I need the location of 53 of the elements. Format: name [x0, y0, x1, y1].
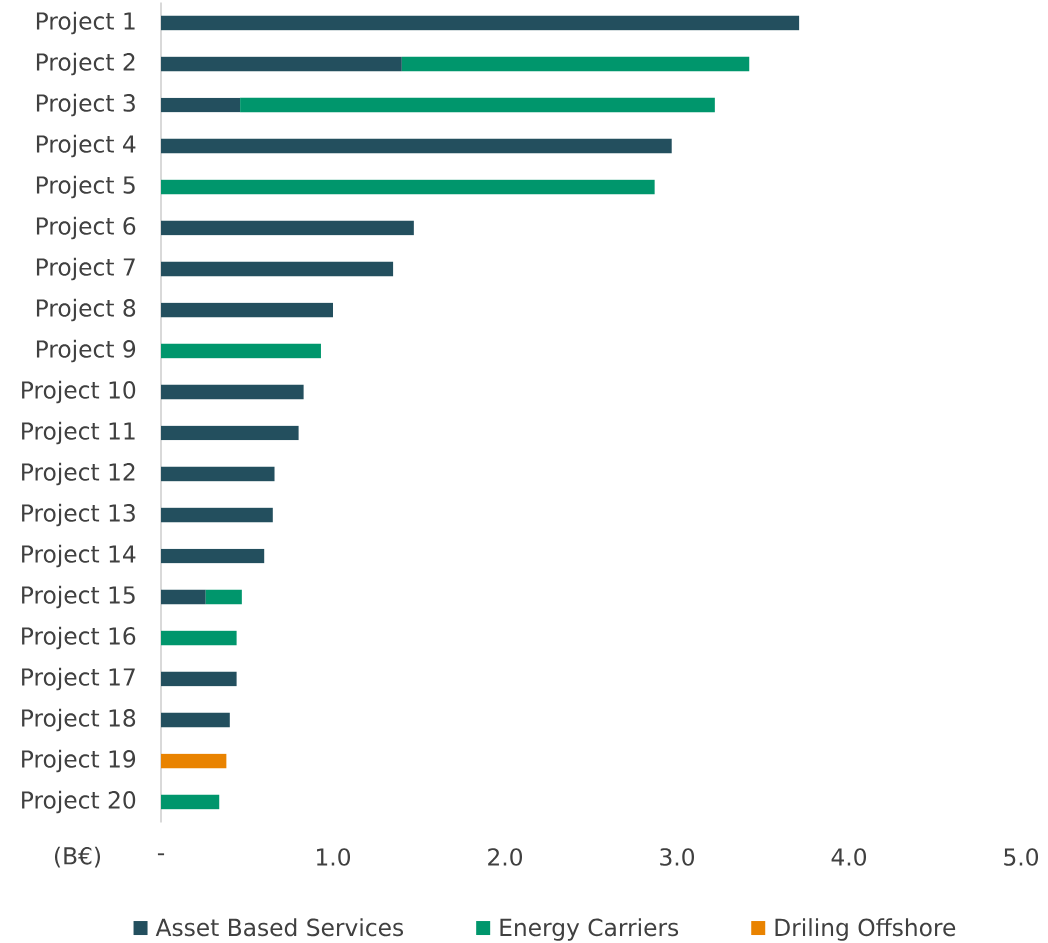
bar [161, 753, 227, 769]
bar [161, 261, 394, 277]
x-tick-label: 5.0 [1004, 848, 1039, 866]
bar [161, 548, 265, 564]
y-tick-label: Project 9 [36, 339, 136, 363]
y-tick-label: Project 8 [36, 298, 136, 322]
x-tick-label: 1.0 [317, 848, 351, 866]
legend-label: Asset Based Services [155, 918, 404, 937]
bar [240, 97, 715, 113]
y-tick-label: Project 11 [22, 421, 135, 445]
bar [161, 56, 402, 72]
bar [161, 671, 237, 687]
x-tick-label: - [157, 853, 165, 856]
bar [161, 794, 220, 810]
y-tick-label: Project 3 [36, 93, 135, 117]
y-tick-label: Project 6 [36, 216, 136, 240]
y-tick-label: Project 16 [22, 626, 136, 650]
bar [161, 466, 275, 482]
y-tick-label: Project 7 [36, 257, 135, 281]
bar [161, 630, 237, 646]
y-tick-label: Project 18 [22, 708, 136, 732]
bar [161, 507, 273, 523]
y-tick-label: Project 14 [22, 544, 136, 568]
bar [161, 97, 241, 113]
bar [161, 589, 206, 605]
y-tick-label: Project 13 [22, 503, 135, 527]
bar [205, 589, 242, 605]
bar [161, 343, 321, 359]
y-tick-label: Project 5 [36, 175, 135, 199]
legend-label: Driling Offshore [775, 918, 956, 941]
x-axis-title: (B€) [54, 846, 100, 868]
bar [161, 179, 655, 195]
bar [161, 220, 414, 236]
y-tick-label: Project 1 [36, 11, 135, 35]
bar [161, 138, 672, 154]
y-tick-label: Project 10 [22, 380, 136, 404]
bar [161, 15, 800, 31]
y-tick-label: Project 19 [22, 749, 136, 773]
legend-label: Energy Carriers [500, 918, 679, 941]
bar [161, 302, 333, 318]
x-tick-label: 3.0 [660, 848, 695, 866]
bar [161, 425, 299, 441]
y-tick-label: Project 20 [22, 790, 136, 814]
y-tick-label: Project 17 [22, 667, 135, 691]
bar [161, 384, 304, 400]
x-tick-label: 2.0 [488, 848, 523, 866]
y-tick-label: Project 2 [36, 52, 135, 76]
x-tick-label: 4.0 [831, 848, 867, 866]
y-tick-label: Project 15 [22, 585, 135, 609]
bar [161, 712, 230, 728]
bar [401, 56, 750, 72]
y-tick-label: Project 12 [22, 462, 135, 486]
y-tick-label: Project 4 [36, 134, 136, 158]
